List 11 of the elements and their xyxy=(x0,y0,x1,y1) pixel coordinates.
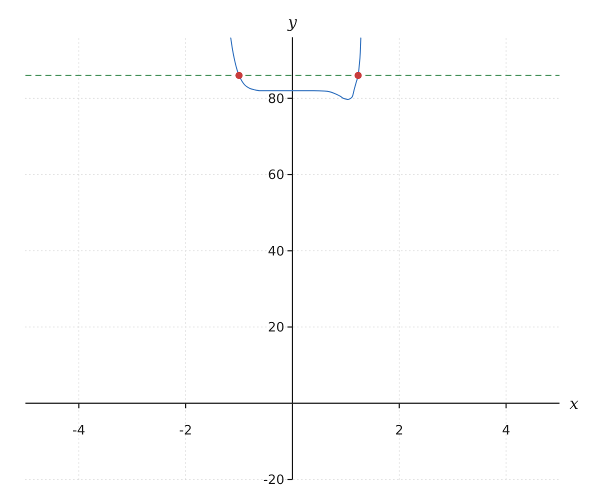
y-tick-label: -20 xyxy=(263,473,284,488)
y-tick-label: 60 xyxy=(268,168,284,184)
y-axis-title: y xyxy=(286,12,298,32)
y-tick-label: 20 xyxy=(268,320,284,336)
x-tick-label: -2 xyxy=(179,423,192,438)
y-tick-label: 80 xyxy=(268,92,284,107)
x-axis-title: x xyxy=(570,394,579,413)
x-tick-label: -4 xyxy=(72,423,86,438)
y-tick-label: 40 xyxy=(268,244,284,260)
x-tick-label: 4 xyxy=(502,423,510,438)
x-tick-label: 2 xyxy=(395,423,404,438)
